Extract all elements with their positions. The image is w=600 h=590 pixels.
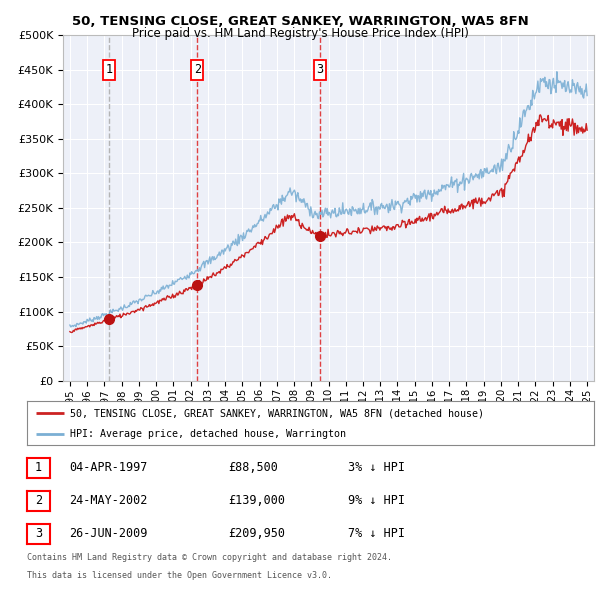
Text: 2: 2 <box>35 494 42 507</box>
Text: This data is licensed under the Open Government Licence v3.0.: This data is licensed under the Open Gov… <box>27 571 332 580</box>
Text: 1: 1 <box>106 63 113 77</box>
Text: 7% ↓ HPI: 7% ↓ HPI <box>348 527 405 540</box>
Text: 04-APR-1997: 04-APR-1997 <box>69 461 148 474</box>
Text: 1: 1 <box>35 461 42 474</box>
Text: Contains HM Land Registry data © Crown copyright and database right 2024.: Contains HM Land Registry data © Crown c… <box>27 553 392 562</box>
Text: 3% ↓ HPI: 3% ↓ HPI <box>348 461 405 474</box>
FancyBboxPatch shape <box>103 60 115 80</box>
Text: 26-JUN-2009: 26-JUN-2009 <box>69 527 148 540</box>
Text: 50, TENSING CLOSE, GREAT SANKEY, WARRINGTON, WA5 8FN: 50, TENSING CLOSE, GREAT SANKEY, WARRING… <box>71 15 529 28</box>
Text: 2: 2 <box>194 63 201 77</box>
FancyBboxPatch shape <box>314 60 326 80</box>
Text: 9% ↓ HPI: 9% ↓ HPI <box>348 494 405 507</box>
Text: HPI: Average price, detached house, Warrington: HPI: Average price, detached house, Warr… <box>70 428 346 438</box>
Text: £139,000: £139,000 <box>228 494 285 507</box>
Text: Price paid vs. HM Land Registry's House Price Index (HPI): Price paid vs. HM Land Registry's House … <box>131 27 469 40</box>
Text: 3: 3 <box>35 527 42 540</box>
Text: £88,500: £88,500 <box>228 461 278 474</box>
Text: 50, TENSING CLOSE, GREAT SANKEY, WARRINGTON, WA5 8FN (detached house): 50, TENSING CLOSE, GREAT SANKEY, WARRING… <box>70 408 484 418</box>
Text: 3: 3 <box>316 63 323 77</box>
Text: 24-MAY-2002: 24-MAY-2002 <box>69 494 148 507</box>
FancyBboxPatch shape <box>191 60 203 80</box>
Text: £209,950: £209,950 <box>228 527 285 540</box>
